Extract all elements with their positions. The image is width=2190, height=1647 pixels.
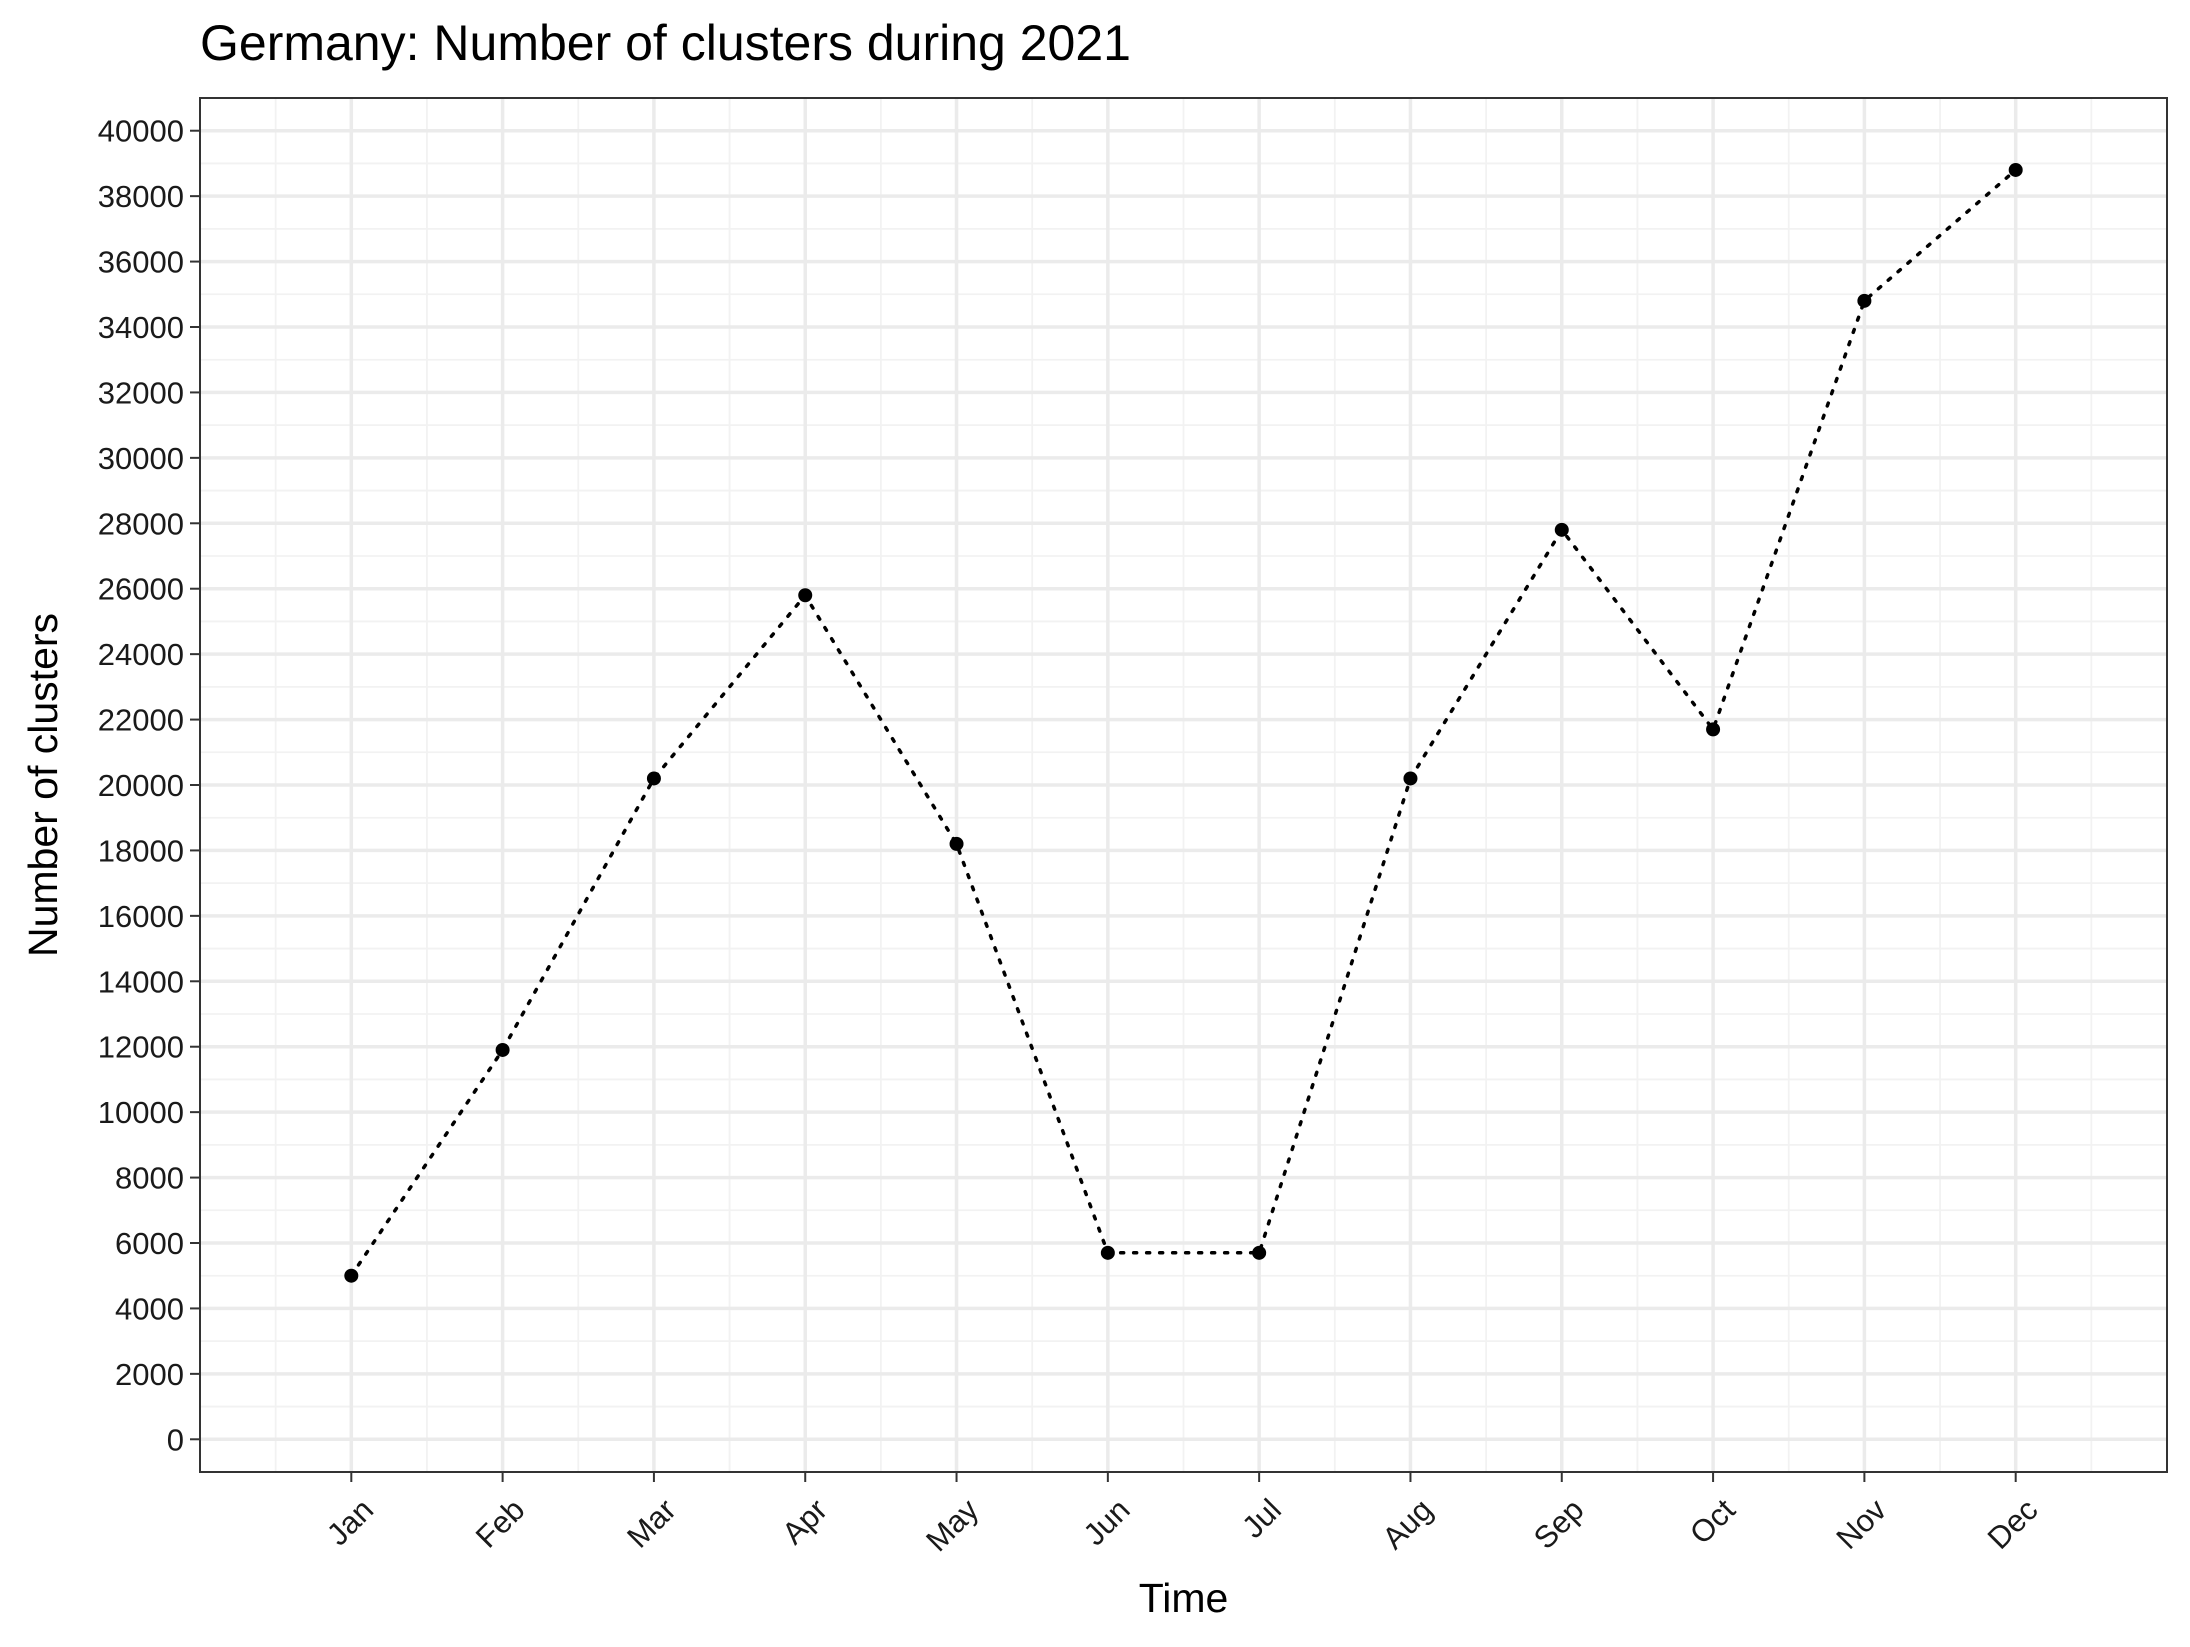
y-axis: 0 2000 4000 6000 8000 10000 12000 14000 16000 180… [98, 114, 200, 1457]
y-tick-label: 38000 [98, 179, 184, 214]
y-tick-label: 24000 [98, 637, 184, 672]
data-point-may [949, 836, 964, 851]
y-tick-label: 36000 [98, 245, 184, 280]
y-tick-label: 12000 [98, 1030, 184, 1065]
data-point-nov [1857, 293, 1872, 308]
data-point-sep [1554, 522, 1569, 537]
y-tick-label: 18000 [98, 833, 184, 868]
y-tick-label: 32000 [98, 375, 184, 410]
data-point-jan [344, 1268, 359, 1283]
data-point-jun [1100, 1245, 1115, 1260]
data-point-mar [646, 771, 661, 786]
y-tick-label: 40000 [98, 114, 184, 149]
x-axis-title: Time [1139, 1575, 1229, 1621]
y-tick-label: 14000 [98, 964, 184, 999]
data-point-dec [2008, 162, 2023, 177]
data-point-apr [798, 588, 813, 603]
y-tick-label: 0 [167, 1422, 184, 1457]
y-tick-label: 16000 [98, 899, 184, 934]
data-point-jul [1252, 1245, 1267, 1260]
y-tick-label: 22000 [98, 703, 184, 738]
y-tick-label: 26000 [98, 572, 184, 607]
data-point-feb [495, 1042, 510, 1057]
y-tick-label: 6000 [115, 1226, 184, 1261]
y-tick-label: 28000 [98, 506, 184, 541]
y-tick-label: 10000 [98, 1095, 184, 1130]
y-tick-label: 34000 [98, 310, 184, 345]
y-tick-label: 30000 [98, 441, 184, 476]
y-tick-label: 2000 [115, 1357, 184, 1392]
y-axis-title: Number of clusters [20, 613, 66, 957]
chart-title: Germany: Number of clusters during 2021 [200, 15, 1131, 71]
data-point-oct [1706, 722, 1721, 737]
series-points [344, 162, 2023, 1283]
y-tick-label: 20000 [98, 768, 184, 803]
series-layer [344, 162, 2023, 1283]
y-tick-label: 8000 [115, 1161, 184, 1196]
major-gridlines [200, 98, 2167, 1472]
data-point-aug [1403, 771, 1418, 786]
y-tick-label: 4000 [115, 1291, 184, 1326]
